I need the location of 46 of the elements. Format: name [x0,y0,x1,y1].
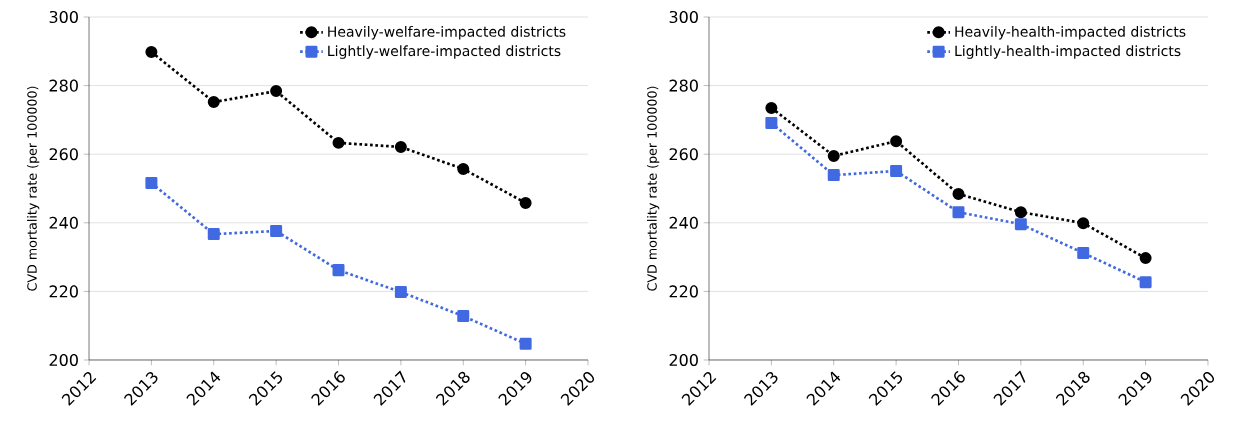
point [519,337,532,350]
point [890,135,903,148]
y-tick-label: 240 [49,216,78,229]
legend-label: Lightly-health-impacted districts [955,45,1181,59]
y-tick-label: 260 [49,148,78,161]
point [207,228,220,241]
point [1077,246,1090,259]
y-tick-label: 260 [669,148,698,161]
point [890,164,903,178]
point [457,310,470,323]
legend-label: Lightly-welfare-impacted districts [328,45,561,59]
y-tick-label: 300 [49,10,78,24]
point [145,177,158,190]
y-tick-label: 280 [669,79,698,92]
point [145,45,158,58]
y-tick-label: 200 [669,353,698,367]
point [827,149,840,162]
point [519,196,532,209]
y-tick-label: 200 [49,353,78,367]
point [827,169,840,182]
point [332,264,345,277]
y-tick-label: 300 [669,10,698,24]
point [765,101,778,114]
point [332,136,345,149]
point [952,206,965,219]
point [765,116,778,129]
point [270,85,283,98]
y-tick-label: 240 [669,216,698,229]
point [394,286,407,299]
y-axis-title: CVD mortality rate (per 100000) [27,86,40,291]
legend-label: Heavily-welfare-impacted districts [328,26,566,40]
y-tick-label: 220 [669,285,698,298]
point [207,96,220,109]
point [1077,217,1090,230]
y-tick-label: 280 [49,79,78,92]
y-axis-title: CVD mortality rate (per 100000) [647,86,660,291]
point [1014,218,1027,231]
y-tick-label: 220 [49,285,78,298]
legend-label: Heavily-health-impacted districts [955,26,1186,40]
point [1139,276,1152,289]
point [270,225,283,238]
point [952,187,965,200]
point [1139,252,1152,265]
point [394,140,407,153]
point [457,162,470,175]
point [1014,206,1027,219]
